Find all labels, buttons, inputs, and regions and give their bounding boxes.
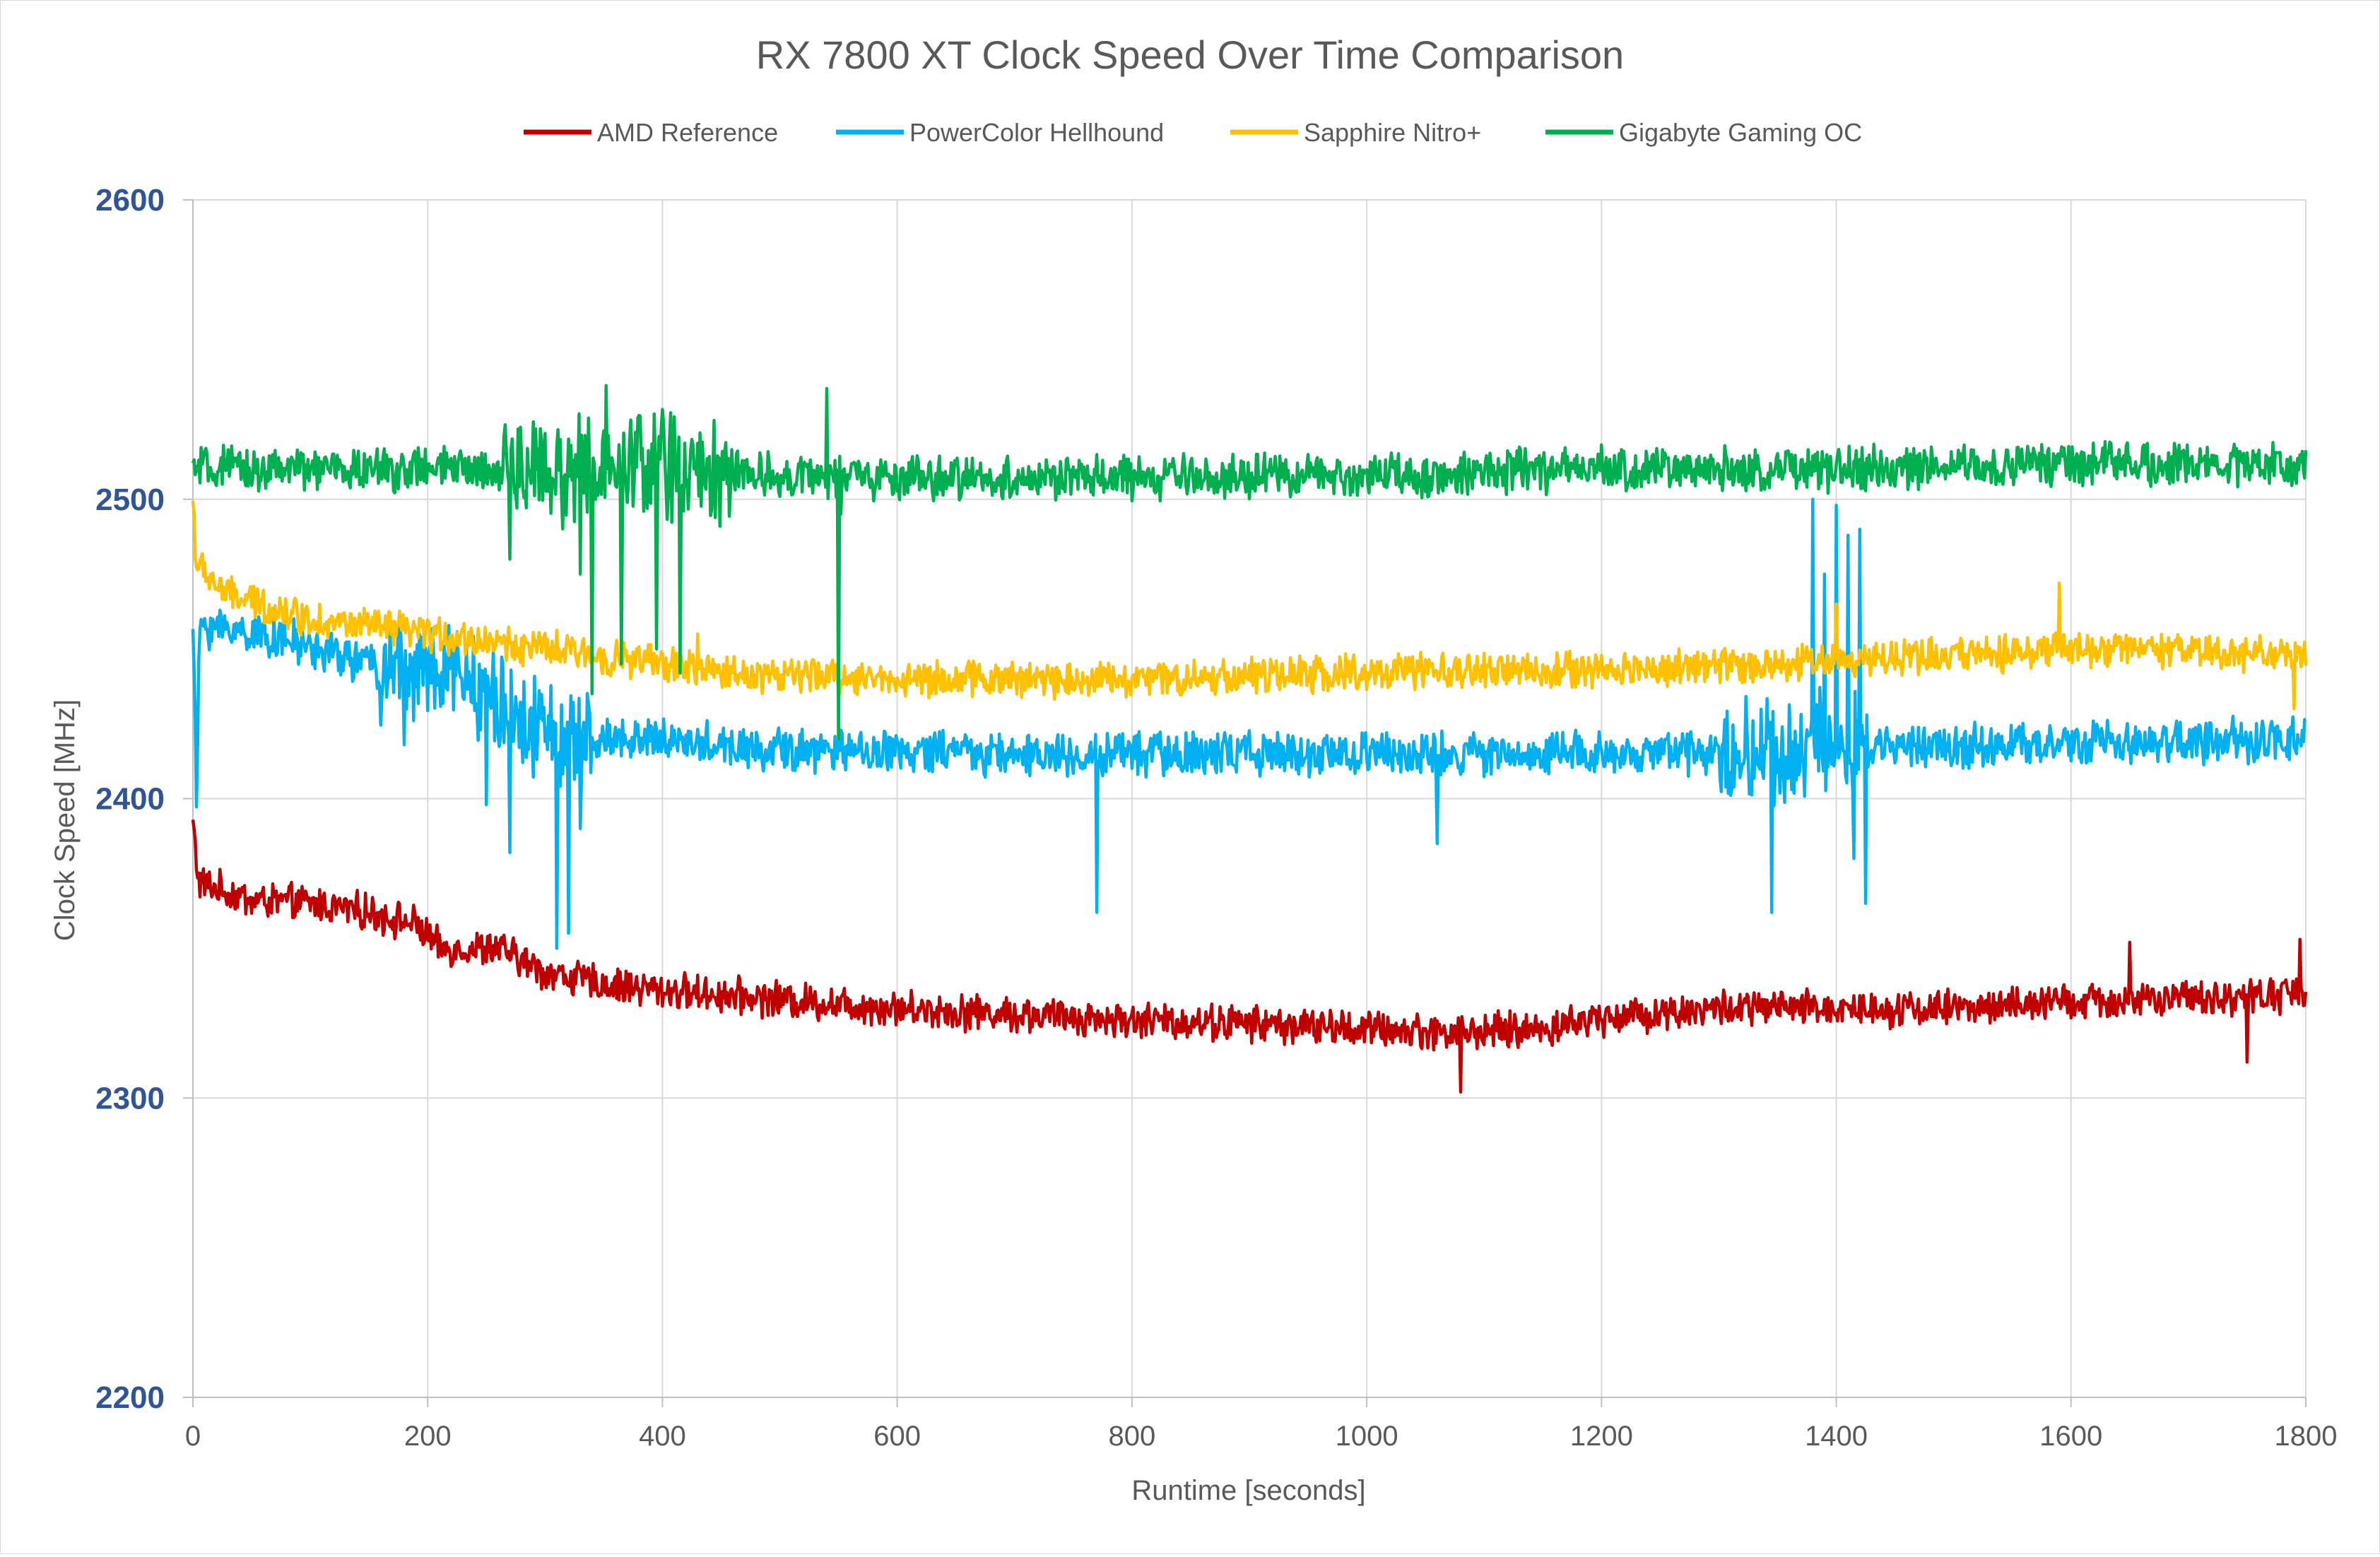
series-line-sapphire-nitro- — [191, 500, 2308, 711]
x-tick-label: 1400 — [1805, 1421, 1868, 1452]
x-tick-label: 1800 — [2275, 1421, 2338, 1452]
x-tick-label: 200 — [404, 1421, 452, 1452]
legend-label: PowerColor Hellhound — [909, 118, 1164, 147]
x-tick-label: 800 — [1109, 1421, 1156, 1452]
x-tick-label: 1000 — [1336, 1421, 1398, 1452]
x-tick-label: 600 — [873, 1421, 921, 1452]
x-tick-label: 0 — [185, 1421, 201, 1452]
chart-title: RX 7800 XT Clock Speed Over Time Compari… — [756, 32, 1624, 77]
series-line-powercolor-hellhound — [191, 497, 2307, 950]
y-tick-label: 2600 — [95, 183, 165, 218]
axes — [183, 199, 2307, 1407]
series-line-gigabyte-gaming-oc — [191, 384, 2308, 741]
gridlines — [193, 199, 2307, 1397]
x-tick-label: 1600 — [2039, 1421, 2102, 1452]
legend: AMD Reference PowerColor Hellhound Sapphir… — [524, 118, 1862, 147]
y-axis-label: Clock Speed [MHz] — [49, 699, 81, 941]
legend-label: Sapphire Nitro+ — [1304, 118, 1481, 147]
series-layer — [191, 384, 2308, 1094]
y-tick-label: 2300 — [95, 1081, 165, 1115]
x-tick-label: 1200 — [1570, 1421, 1633, 1452]
series-line-amd-reference — [191, 819, 2308, 1094]
y-tick-label: 2400 — [95, 782, 165, 817]
y-tick-label: 2200 — [95, 1380, 165, 1415]
tick-labels: 0 200 400 600 800 1000 1200 1400 1600 1800 2200 230… — [95, 183, 2337, 1452]
legend-label: AMD Reference — [597, 118, 778, 147]
y-tick-label: 2500 — [95, 483, 165, 517]
x-axis-label: Runtime [seconds] — [1131, 1475, 1365, 1506]
x-tick-label: 400 — [639, 1421, 686, 1452]
legend-label: Gigabyte Gaming OC — [1619, 118, 1862, 147]
